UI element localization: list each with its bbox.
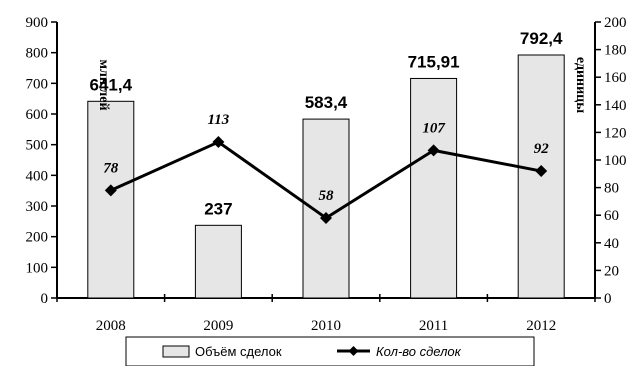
y-left-tick-label: 100 <box>26 260 49 276</box>
y-right-tick-label: 120 <box>604 125 627 141</box>
line-point <box>104 184 117 197</box>
line-point <box>427 144 440 157</box>
bar-series <box>87 54 565 299</box>
line-value-label: 92 <box>534 141 550 157</box>
y-left-tick-label: 0 <box>41 291 49 307</box>
x-tick-label: 2009 <box>203 318 233 334</box>
y-left-tick-label: 700 <box>26 76 49 92</box>
bar <box>87 100 135 299</box>
legend: Объём сделок Кол-во сделок <box>125 336 535 366</box>
bar <box>194 224 242 299</box>
y-left-tick-label: 300 <box>26 199 49 215</box>
y-left-axis-title: млн лей <box>96 59 111 110</box>
y-left-tick-label: 500 <box>26 138 49 154</box>
y-left-tick-label: 400 <box>26 168 49 184</box>
y-right-tick-label: 0 <box>604 291 612 307</box>
line-point <box>212 136 225 149</box>
y-right-tick-label: 140 <box>604 98 627 114</box>
y-right-tick-label: 200 <box>604 15 627 31</box>
y-left-tick-label: 600 <box>26 107 49 123</box>
legend-bar-label: Объём сделок <box>195 344 282 359</box>
y-right-tick-label: 20 <box>604 263 619 279</box>
line-point <box>535 165 548 178</box>
legend-bar-swatch <box>162 345 190 358</box>
bar-value-label: 237 <box>204 199 232 218</box>
y-left-tick-label: 200 <box>26 230 49 246</box>
y-right-tick-label: 160 <box>604 70 627 86</box>
y-left-tick-label: 800 <box>26 46 49 62</box>
bar-value-label: 792,4 <box>520 29 563 48</box>
axes: 0 100 200 300 400 500 600 700 800 900 0 20 40 60 80 100… <box>26 15 627 334</box>
y-right-tick-label: 180 <box>604 43 627 59</box>
line-value-label: 58 <box>319 188 335 204</box>
y-right-tick-label: 40 <box>604 236 619 252</box>
bar-value-label: 583,4 <box>305 93 348 112</box>
bar-value-label: 715,91 <box>408 52 460 71</box>
bar-value-label: 641,4 <box>90 75 133 94</box>
legend-line-marker <box>348 346 359 356</box>
line-value-label: 107 <box>422 120 445 136</box>
x-tick-label: 2010 <box>311 318 341 334</box>
legend-frame <box>125 336 535 366</box>
bar <box>410 77 458 299</box>
line-series <box>104 136 548 224</box>
line-point <box>320 211 332 224</box>
y-right-tick-label: 80 <box>604 181 619 197</box>
x-tick-label: 2008 <box>96 318 126 334</box>
data-labels: 641,4 237 583,4 715,91 792,4 78 113 58 107 92 <box>90 29 563 218</box>
y-right-tick-label: 100 <box>604 153 627 169</box>
y-right-axis-title: единицы <box>573 57 588 113</box>
y-right-tick-label: 60 <box>604 208 619 224</box>
x-tick-label: 2012 <box>526 318 556 334</box>
legend-line-label: Кол-во сделок <box>376 344 462 359</box>
line-value-label: 113 <box>208 112 230 128</box>
y-left-tick-label: 900 <box>26 15 49 31</box>
line-value-label: 78 <box>103 160 119 176</box>
x-tick-label: 2011 <box>419 318 448 334</box>
